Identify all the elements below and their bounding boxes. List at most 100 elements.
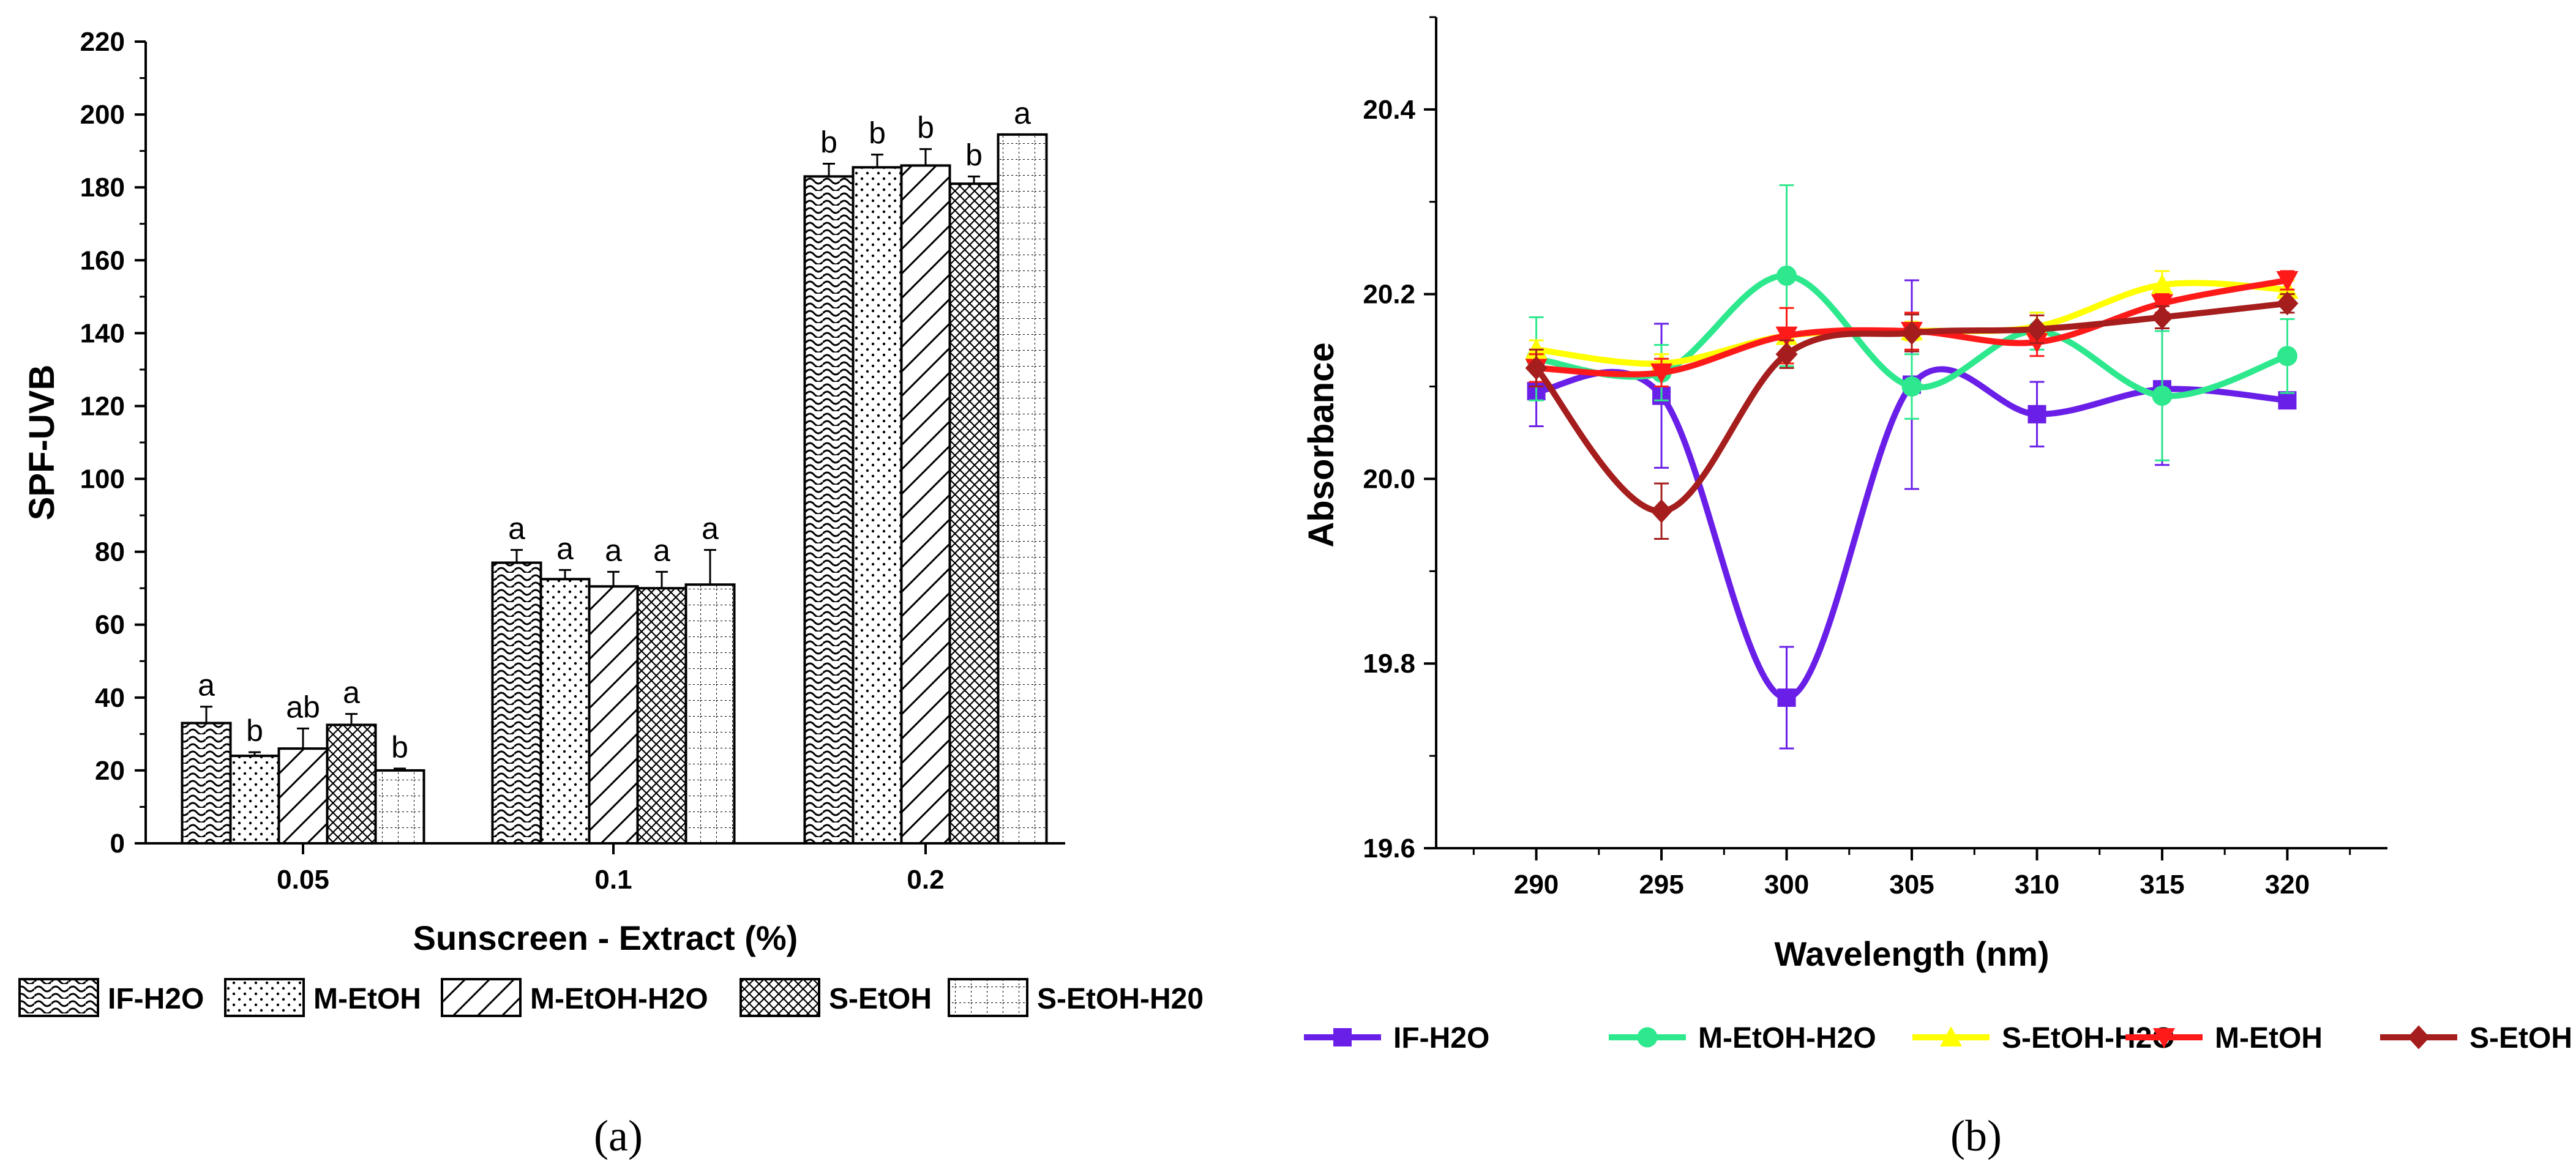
legend-label: M-EtOH-H2O [530, 983, 708, 1015]
y-axis-label: Absorbance [1301, 342, 1341, 547]
y-tick-label: 140 [80, 318, 125, 348]
legend-marker-M-EtOH [2153, 1028, 2175, 1048]
data-point [1777, 688, 1796, 707]
y-tick-label: 120 [80, 391, 125, 421]
significance-letter: b [917, 111, 934, 145]
y-tick-label: 180 [80, 173, 125, 203]
data-point [2027, 405, 2046, 423]
caption-a: (a) [594, 1111, 643, 1160]
data-point [1901, 376, 1922, 397]
data-point [1775, 342, 1798, 367]
x-tick-label: 310 [2015, 870, 2059, 900]
legend-label: M-EtOH-H2O [1698, 1022, 1876, 1054]
significance-letter: a [198, 668, 215, 703]
data-point [2151, 274, 2173, 294]
data-point [2151, 294, 2173, 315]
significance-letter: a [605, 533, 622, 567]
caption-b: (b) [1950, 1111, 2002, 1160]
x-axis-label: Sunscreen - Extract (%) [413, 919, 798, 957]
significance-letter: a [556, 531, 574, 565]
significance-letter: b [965, 138, 983, 172]
data-point [1525, 356, 1548, 380]
x-tick-label: 0.1 [594, 865, 632, 895]
data-point [2278, 391, 2297, 410]
x-tick-label: 290 [1514, 870, 1559, 900]
y-tick-label: 19.8 [1363, 649, 1415, 679]
bar-S-EtOH [326, 723, 377, 845]
legend-label: IF-H2O [108, 983, 204, 1015]
y-axis-label: SPF-UVB [22, 365, 62, 521]
legend-marker-S-EtOH-H2O [1940, 1026, 1962, 1046]
legend-swatch-S-EtOH [739, 978, 820, 1017]
legend-label: S-EtOH-H20 [1037, 983, 1204, 1015]
x-tick-label: 0.05 [277, 865, 329, 895]
x-tick-label: 315 [2140, 870, 2184, 900]
legend-label: M-EtOH [2215, 1022, 2323, 1054]
data-point [1775, 326, 1798, 347]
bar-M-EtOH-H2O [588, 585, 639, 845]
legend-label: M-EtOH [313, 983, 421, 1015]
bar-M-EtOH [539, 578, 591, 845]
legend-label: IF-H2O [1393, 1022, 1489, 1054]
bar-M-EtOH-H2O [277, 747, 329, 845]
data-point [1650, 363, 1673, 384]
chart-b: 19.6 19.8 20.0 20.2 20.4 290 295 300 305 310 315 32… [1301, 16, 2572, 1054]
legend-swatch-M-EtOH-H2O [441, 978, 522, 1017]
significance-letter: b [246, 714, 263, 748]
significance-letter: a [702, 512, 719, 546]
x-tick-label: 305 [1889, 870, 1934, 900]
chart-a: 0 20 40 60 80 100 120 140 160 180 200 220 SPF-UVB 0.0… [18, 27, 1204, 1017]
x-axis-label: Wavelength (nm) [1774, 934, 2049, 973]
y-tick-label: 60 [95, 610, 125, 640]
significance-letter: a [653, 533, 670, 567]
y-tick-label: 200 [80, 100, 125, 130]
significance-letter: ab [286, 690, 320, 724]
legend-marker-IF-H2O [1333, 1028, 1352, 1046]
legend-swatch-S-EtOH-H20 [948, 978, 1028, 1017]
legend-swatch-M-EtOH [224, 978, 305, 1017]
bar-M-EtOH [229, 755, 280, 845]
data-point [2276, 291, 2299, 316]
data-point [1650, 499, 1673, 523]
y-tick-label: 19.6 [1363, 834, 1415, 864]
y-tick-label: 0 [110, 829, 125, 859]
y-tick-label: 20.4 [1363, 95, 1415, 125]
significance-letter: b [391, 730, 408, 764]
y-tick-label: 20.0 [1363, 464, 1415, 494]
bar-IF-H2O [803, 175, 855, 845]
y-tick-label: 20 [95, 756, 125, 786]
bar-S-EtOH [948, 182, 1000, 845]
legend-label: S-EtOH [829, 983, 932, 1015]
data-point [2152, 386, 2173, 406]
bar-S-EtOH-H20 [374, 769, 425, 845]
significance-letter: b [869, 116, 886, 151]
y-tick-label: 20.2 [1363, 280, 1415, 310]
bar-M-EtOH-H2O [900, 164, 951, 845]
x-tick-label: 320 [2265, 870, 2310, 900]
x-tick-label: 300 [1764, 870, 1809, 900]
data-point [2151, 305, 2173, 329]
y-tick-label: 80 [95, 537, 125, 567]
data-point [2026, 317, 2048, 341]
data-point [2277, 346, 2297, 367]
legend-label: S-EtOH [2469, 1022, 2572, 1054]
y-tick-label: 40 [95, 683, 125, 713]
significance-letter: a [343, 676, 360, 710]
significance-letter: a [508, 512, 525, 546]
y-tick-label: 160 [80, 245, 125, 275]
y-tick-label: 100 [80, 464, 125, 494]
significance-letter: a [1014, 96, 1031, 130]
series-S-EtOH [1525, 291, 2299, 540]
bar-S-EtOH-H20 [684, 583, 736, 845]
bar-IF-H2O [491, 561, 542, 845]
y-tick-label: 220 [80, 27, 125, 57]
bar-S-EtOH [636, 587, 687, 845]
data-point [2276, 271, 2299, 292]
bar-S-EtOH-H20 [997, 133, 1048, 845]
x-tick-label: 295 [1639, 870, 1683, 900]
data-point [1777, 265, 1797, 286]
data-point [1901, 321, 1923, 345]
significance-letter: b [820, 125, 837, 159]
legend-marker-M-EtOH-H2O [1637, 1027, 1658, 1048]
